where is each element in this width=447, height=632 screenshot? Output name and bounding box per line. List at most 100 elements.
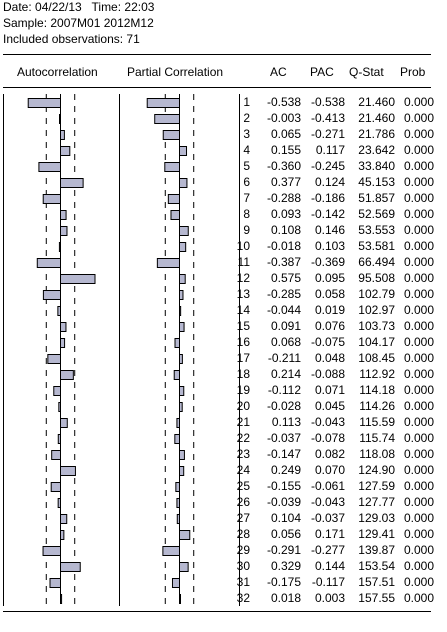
ac-value: 0.329 (270, 559, 301, 573)
pac-value: 0.095 (314, 271, 345, 285)
lag-cell: 14 (236, 303, 250, 317)
qstat-value: 21.460 (358, 111, 395, 125)
pac-value: -0.142 (310, 207, 345, 221)
pac-bar (179, 322, 185, 332)
ac-value: 0.113 (271, 415, 301, 429)
pac-bar (176, 418, 180, 428)
qstat-value: 124.90 (358, 463, 395, 477)
qstat-value: 51.857 (358, 191, 395, 205)
pac-value: 0.082 (314, 447, 345, 461)
ac-value: 0.104 (270, 511, 301, 525)
pac-value: 0.019 (314, 303, 345, 317)
ac-bar (60, 418, 68, 428)
qstat-value: 127.59 (358, 479, 395, 493)
qstat-value: 118.08 (359, 447, 395, 461)
lag-cell: 5 (243, 159, 250, 173)
qstat-header: Q-Stat (349, 65, 384, 79)
autocorrelation-header: Autocorrelation (17, 65, 98, 79)
pac-value: -0.043 (310, 415, 345, 429)
prob-value: 0.000 (403, 127, 434, 141)
lag-cell: 16 (236, 335, 250, 349)
ac-value: -0.360 (266, 159, 301, 173)
ac-bar (57, 306, 62, 316)
ac-value: 0.018 (270, 591, 301, 605)
qstat-value: 23.642 (358, 143, 395, 157)
header-bottom-rule (3, 87, 431, 88)
ac-bar (60, 322, 67, 332)
pac-bar (179, 594, 181, 604)
ac-bar (60, 146, 71, 156)
qstat-value: 157.51 (358, 575, 395, 589)
prob-value: 0.000 (403, 463, 434, 477)
lag-cell: 4 (243, 143, 250, 157)
pac-bar (179, 386, 185, 396)
pac-bar (170, 210, 180, 220)
lag-cell: 30 (236, 559, 250, 573)
lag-cell: 2 (243, 111, 250, 125)
ac-value: -0.285 (266, 287, 301, 301)
pac-value: 0.048 (314, 351, 345, 365)
lag-cell: 26 (236, 495, 250, 509)
ac-bar (51, 450, 61, 460)
qstat-value: 66.494 (358, 255, 395, 269)
pac-value: -0.061 (310, 479, 345, 493)
lag-cell: 22 (236, 431, 250, 445)
qstat-value: 21.786 (358, 127, 395, 141)
qstat-value: 129.03 (358, 511, 395, 525)
lag-cell: 20 (236, 399, 250, 413)
pac-value: -0.075 (310, 335, 345, 349)
ac-bar (42, 194, 62, 204)
qstat-value: 108.45 (358, 351, 395, 365)
lag-cell: 6 (243, 175, 250, 189)
prob-value: 0.000 (403, 367, 434, 381)
ac-bar (36, 258, 61, 268)
ac-bar (38, 162, 62, 172)
pac-value: 0.103 (314, 239, 345, 253)
pac-bar (179, 562, 189, 572)
ac-value: 0.575 (270, 271, 301, 285)
date-time-line: Date: 04/22/13 Time: 22:03 (3, 0, 155, 14)
prob-value: 0.000 (403, 175, 434, 189)
prob-value: 0.000 (403, 383, 434, 397)
pac-value: 0.117 (315, 143, 345, 157)
ac-value: -0.538 (266, 95, 301, 109)
pac-value: -0.186 (310, 191, 345, 205)
ac-bar (60, 130, 65, 140)
prob-value: 0.000 (403, 495, 434, 509)
lag-cell: 23 (236, 447, 250, 461)
prob-value: 0.000 (403, 287, 434, 301)
prob-value: 0.000 (403, 447, 434, 461)
ac-value: 0.068 (270, 335, 301, 349)
lag-cell: 28 (236, 527, 250, 541)
pac-value: -0.078 (310, 431, 345, 445)
ac-bar (60, 338, 66, 348)
ac-value: -0.155 (266, 479, 301, 493)
prob-value: 0.000 (403, 399, 434, 413)
pac-value: -0.037 (310, 511, 345, 525)
lag-cell: 21 (236, 415, 250, 429)
ac-value: 0.056 (270, 527, 301, 541)
prob-value: 0.000 (403, 271, 434, 285)
qstat-value: 115.59 (359, 415, 395, 429)
pac-value: 0.045 (314, 399, 345, 413)
lag-cell: 3 (243, 127, 250, 141)
lag-cell: 25 (236, 479, 250, 493)
pac-value: 0.144 (314, 559, 345, 573)
pac-value: -0.043 (310, 495, 345, 509)
qstat-value: 114.26 (359, 399, 395, 413)
prob-value: 0.000 (403, 319, 434, 333)
prob-value: 0.000 (403, 543, 434, 557)
qstat-value: 112.92 (359, 367, 395, 381)
prob-value: 0.000 (403, 479, 434, 493)
prob-header: Prob (400, 65, 426, 79)
pac-bar (175, 482, 180, 492)
qstat-value: 95.508 (358, 271, 395, 285)
ac-bar (49, 578, 61, 588)
prob-value: 0.000 (403, 255, 434, 269)
prob-value: 0.000 (403, 207, 434, 221)
pac-bar (179, 290, 184, 300)
qstat-value: 52.569 (358, 207, 395, 221)
pac-bar (154, 114, 181, 124)
lag-cell: 13 (236, 287, 250, 301)
